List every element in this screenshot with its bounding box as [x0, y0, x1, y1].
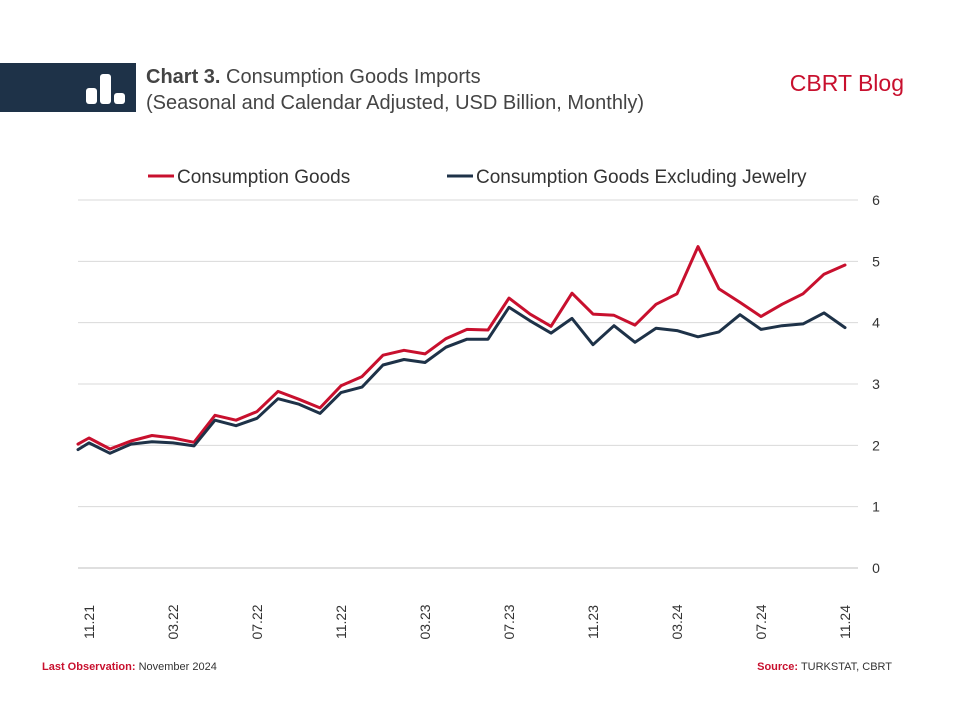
y-tick-label: 3	[872, 376, 880, 392]
legend-label: Consumption Goods	[177, 167, 350, 188]
x-tick-label: 07.22	[249, 604, 265, 639]
y-tick-label: 1	[872, 499, 880, 515]
brand-name: CBRT Blog	[789, 70, 904, 96]
y-tick-label: 4	[872, 315, 880, 331]
header-band	[0, 63, 136, 112]
source-note: Source: TURKSTAT, CBRT	[757, 661, 892, 673]
series-line-excluding-jewelry	[76, 305, 847, 455]
last-observation-value: November 2024	[138, 661, 217, 673]
source-label: Source:	[757, 661, 799, 673]
y-tick-label: 0	[872, 560, 880, 576]
chart-subtitle: (Seasonal and Calendar Adjusted, USD Bil…	[146, 92, 645, 114]
y-tick-label: 2	[872, 437, 880, 453]
chart-title: Consumption Goods Imports	[226, 66, 481, 88]
legend-label: Consumption Goods Excluding Jewelry	[476, 167, 807, 188]
x-tick-label: 07.24	[753, 604, 769, 639]
series-line-consumption-goods	[76, 245, 847, 451]
y-tick-label: 6	[872, 192, 880, 208]
x-tick-label: 11.24	[837, 605, 853, 639]
x-tick-label: 11.23	[585, 605, 601, 639]
x-tick-label: 03.24	[669, 604, 685, 639]
last-observation-label: Last Observation:	[42, 661, 136, 673]
chart-title-block: Chart 3. Consumption Goods Imports (Seas…	[146, 64, 644, 116]
last-observation: Last Observation: November 2024	[42, 661, 217, 673]
x-tick-label: 11.22	[333, 605, 349, 639]
x-tick-label: 07.23	[501, 604, 517, 639]
y-tick-label: 5	[872, 253, 880, 269]
x-tick-label: 03.22	[165, 604, 181, 639]
x-tick-label: 11.21	[81, 605, 97, 639]
chart-number: Chart 3.	[146, 66, 221, 88]
source-value: TURKSTAT, CBRT	[800, 661, 892, 673]
bar-chart-icon	[86, 70, 126, 104]
x-tick-label: 03.23	[417, 604, 433, 639]
